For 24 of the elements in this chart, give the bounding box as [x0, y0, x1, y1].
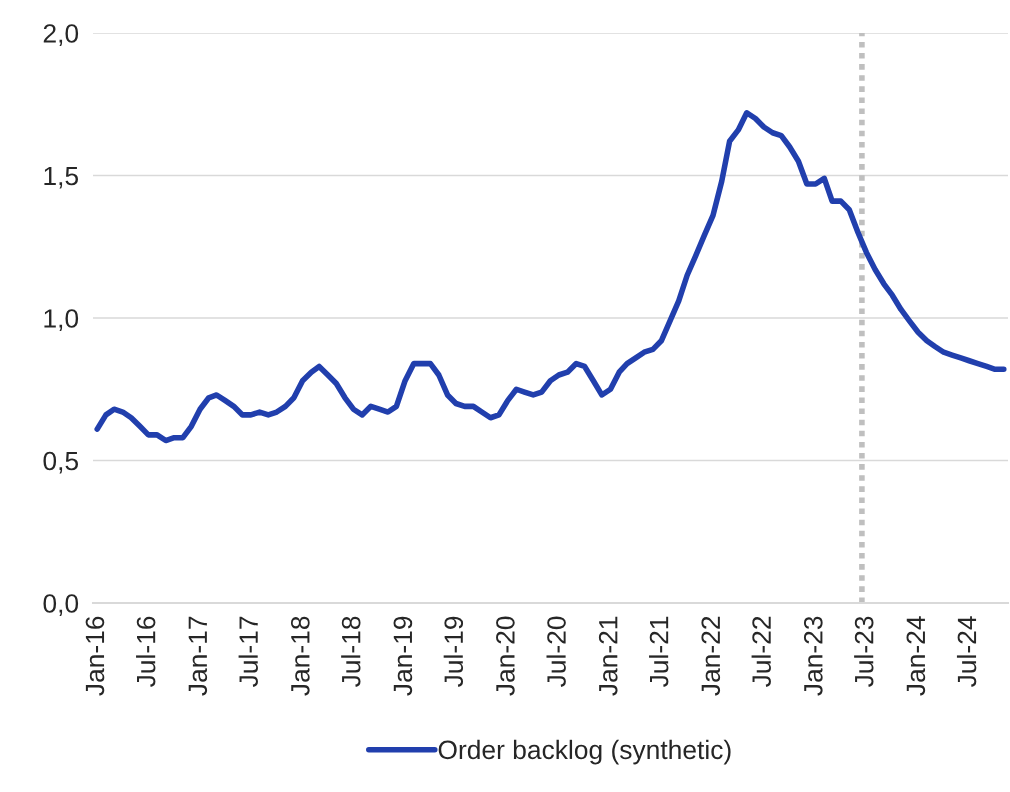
y-tick-label: 1,5	[44, 166, 79, 189]
x-tick-label: Jul-24	[956, 616, 977, 687]
y-tick-label: 1,0	[44, 309, 79, 331]
y-tick-label: 0,0	[43, 594, 79, 616]
x-tick-label: Jan-20	[496, 616, 515, 696]
x-tick-label: Jul-22	[751, 616, 771, 687]
x-tick-label: Jul-19	[443, 616, 464, 687]
legend-label: Order backlog (synthetic)	[438, 739, 731, 765]
y-tick-label: 2,0	[43, 24, 79, 46]
x-tick-label: Jan-19	[393, 616, 413, 696]
x-tick-label: Jan-17	[188, 616, 208, 696]
x-tick-label: Jul-21	[649, 616, 669, 687]
y-tick-label: 0,5	[43, 451, 79, 474]
x-tick-label: Jul-23	[854, 616, 874, 687]
x-tick-label: Jan-23	[803, 616, 823, 696]
x-tick-label: Jan-24	[906, 616, 926, 696]
x-tick-label: Jul-18	[341, 616, 361, 687]
x-tick-label: Jan-18	[290, 616, 310, 696]
x-tick-label: Jul-16	[136, 616, 156, 687]
x-tick-label: Jul-20	[546, 616, 566, 687]
x-tick-label: Jan-16	[85, 616, 105, 696]
x-tick-label: Jul-17	[238, 616, 258, 687]
x-tick-label: Jan-22	[701, 616, 721, 696]
x-tick-label: Jan-21	[598, 616, 618, 696]
